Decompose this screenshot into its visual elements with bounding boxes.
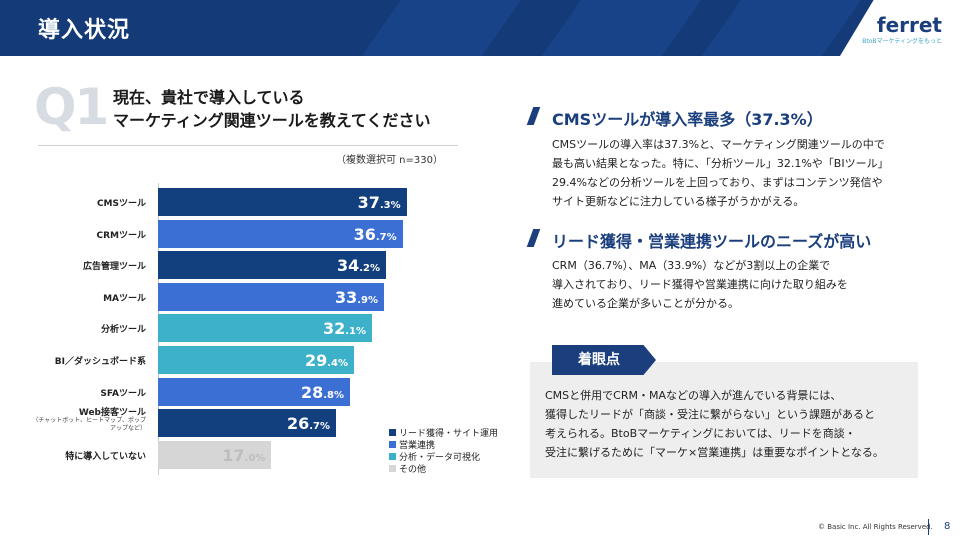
question-mark: Q1 (34, 78, 109, 136)
section-1-body: CMSツールの導入率は37.3%と、マーケティング関連ツールの中で 最も高い結果… (552, 135, 932, 211)
question-text-line1: 現在、貴社で導入している (113, 88, 305, 107)
legend-swatch (389, 464, 396, 472)
bar-value-dec: .1% (345, 326, 366, 338)
category-label: CMSツール (96, 199, 146, 209)
chart-bar: 37.3% (158, 188, 407, 216)
legend-label: 分析・データ可視化 (399, 452, 481, 463)
section-2-accent (526, 229, 541, 247)
insight-box (530, 362, 918, 478)
legend-label: その他 (399, 464, 427, 475)
section-1-line: サイト更新などに注力している様子がうかがえる。 (552, 195, 805, 208)
chart-bar: 17.0% (158, 440, 272, 469)
section-2-line: CRM（36.7%）、MA（33.9%）などが3割以上の企業で (552, 259, 831, 272)
insight-line: CMSと併用でCRM・MAなどの導入が進んでいる背景には、 (545, 389, 842, 402)
section-1-line: 29.4%などの分析ツールを上回っており、まずはコンテンツ発信や (552, 176, 883, 189)
header-stripe (351, 0, 529, 56)
legend-item: 分析・データ可視化 (389, 450, 498, 463)
chart-legend: リード獲得・サイト運用 営業連携 分析・データ可視化 その他 (389, 426, 499, 475)
category-label: SFAツール (100, 388, 146, 399)
category-label: BI／ダッシュボード系 (54, 357, 146, 367)
bar-value-int: 32 (322, 319, 346, 339)
bar-value-label: 17.0% (222, 446, 265, 465)
bar-value-label: 26.7% (287, 414, 330, 433)
section-2-line: 導入されており、リード獲得や営業連携に向けた取り組みを (552, 278, 848, 291)
sample-note: （複数選択可 n=330） (336, 155, 443, 166)
page-title: 導入状況 (38, 18, 131, 43)
copyright: © Basic Inc. All Rights Reserved. (818, 523, 933, 531)
insight-line: 受注に繋げるために「マーケ×営業連携」は重要なポイントとなる。 (545, 446, 884, 459)
category-note: （チャットボット、ヒートマップ、ポップアップなど） (32, 417, 146, 433)
insight-body: CMSと併用でCRM・MAなどの導入が進んでいる背景には、 獲得したリードが「商… (545, 386, 915, 462)
bar-value-int: 36 (353, 224, 376, 244)
bar-value-dec: .2% (359, 263, 380, 275)
category-label: MAツール (103, 293, 146, 304)
insight-line: 考えられる。BtoBマーケティングにおいては、リードを商談・ (545, 427, 856, 440)
header-stripe (691, 0, 869, 56)
bar-value-dec: .7% (375, 231, 397, 243)
legend-item: その他 (389, 462, 498, 475)
bar-value-dec: .3% (379, 200, 401, 211)
bar-value-label: 32.1% (323, 319, 366, 338)
header-stripe (531, 0, 709, 56)
category-label: 特に導入していない (65, 451, 146, 462)
section-1-line: CMSツールの導入率は37.3%と、マーケティング関連ツールの中で (552, 138, 885, 151)
category-label: 広告管理ツール (82, 262, 146, 273)
footer-divider (928, 519, 929, 535)
bar-value-label: 28.8% (301, 383, 344, 402)
bar-value-label: 37.3% (358, 193, 401, 212)
bar-value-dec: .9% (357, 294, 378, 306)
chart-bar: 36.7% (158, 219, 403, 248)
bar-value-label: 29.4% (305, 351, 348, 370)
legend-label: 営業連携 (399, 440, 436, 451)
chart-bar: 28.8% (158, 377, 350, 406)
section-1-accent (526, 107, 541, 125)
section-2-body: CRM（36.7%）、MA（33.9%）などが3割以上の企業で 導入されており、… (552, 256, 932, 313)
chart-bar: 26.7% (158, 409, 336, 438)
bar-value-int: 37 (357, 193, 380, 212)
chart-bar: 29.4% (158, 346, 354, 374)
header-banner: 導入状況 ferret BtoBマーケティングをもっと (0, 0, 960, 56)
bar-value-int: 34 (336, 256, 360, 276)
section-2-line: 進めている企業が多いことが分かる。 (552, 297, 739, 310)
legend-swatch (389, 440, 396, 448)
bar-value-int: 26 (286, 414, 310, 434)
legend-label: リード獲得・サイト運用 (399, 428, 499, 439)
bar-value-label: 33.9% (335, 288, 378, 307)
ferret-logo: ferret (876, 13, 942, 37)
ferret-logo-tagline: BtoBマーケティングをもっと (862, 38, 942, 45)
chart-bar: 34.2% (158, 251, 386, 280)
bar-value-dec: .8% (323, 389, 344, 401)
legend-swatch (389, 452, 396, 460)
question-text-line2: マーケティング関連ツールを教えてください (113, 111, 431, 130)
page-number: 8 (944, 521, 951, 532)
legend-item: リード獲得・サイト運用 (389, 426, 499, 439)
bar-value-int: 33 (334, 287, 358, 307)
section-2-title: リード獲得・営業連携ツールのニーズが高い (552, 232, 872, 251)
category-label: 分析ツール (100, 325, 146, 336)
category-label: CRMツール (96, 230, 147, 241)
bar-value-int: 28 (300, 382, 324, 402)
bar-value-dec: .4% (327, 358, 348, 369)
section-1-line: 最も高い結果となった。特に、「分析ツール」32.1%や「BIツール」 (552, 157, 889, 170)
bar-value-int: 29 (304, 351, 328, 370)
bar-value-label: 36.7% (354, 225, 397, 244)
divider (38, 145, 458, 146)
legend-swatch (389, 428, 396, 436)
section-1-title: CMSツールが導入率最多（37.3%） (552, 110, 823, 129)
chart-bar: 33.9% (158, 282, 384, 311)
bar-value-int: 17 (222, 445, 245, 465)
chart-bar: 32.1% (158, 314, 372, 343)
bar-value-dec: .7% (309, 421, 330, 433)
insight-tag: 着眼点 (552, 345, 656, 375)
bar-value-dec: .0% (244, 452, 266, 464)
insight-line: 獲得したリードが「商談・受注に繋がらない」という課題があると (545, 408, 875, 421)
bar-value-label: 34.2% (337, 256, 380, 275)
legend-item: 営業連携 (389, 438, 498, 451)
category-label: Web接客ツール (78, 408, 146, 419)
